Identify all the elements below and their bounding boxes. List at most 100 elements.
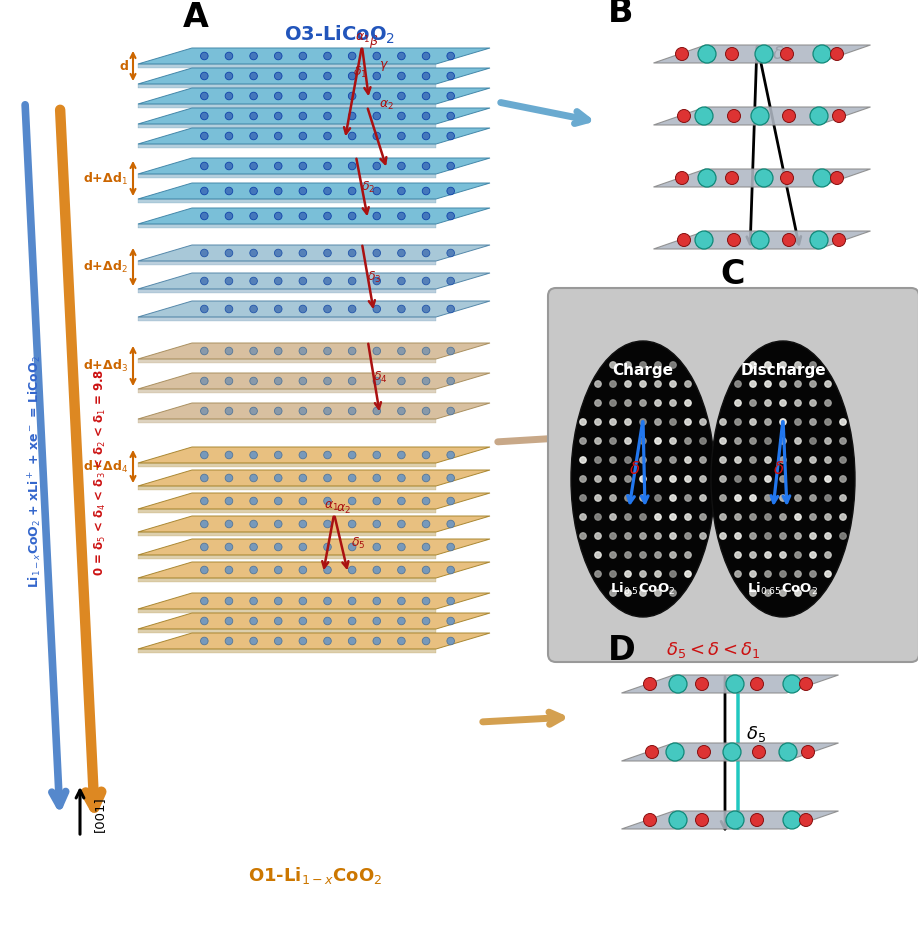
Circle shape [795,400,801,406]
Polygon shape [654,107,870,125]
Text: $\beta$: $\beta$ [369,33,378,49]
Circle shape [655,381,661,387]
Circle shape [750,570,756,577]
Circle shape [640,381,646,387]
Circle shape [685,438,691,445]
Polygon shape [138,124,436,128]
Polygon shape [138,84,436,88]
Circle shape [595,381,601,387]
Circle shape [348,112,356,120]
Circle shape [299,52,307,60]
Polygon shape [138,128,490,144]
Polygon shape [138,493,490,509]
Circle shape [348,637,356,645]
Polygon shape [138,609,436,613]
Circle shape [824,457,831,463]
Circle shape [250,72,257,80]
Circle shape [625,476,632,482]
Circle shape [765,552,771,558]
Circle shape [274,72,282,80]
Circle shape [373,474,381,482]
Text: $\gamma$: $\gamma$ [379,59,389,73]
Circle shape [610,514,616,520]
Polygon shape [138,144,436,148]
Circle shape [397,637,405,645]
Polygon shape [138,419,436,423]
Circle shape [299,92,307,100]
Circle shape [810,552,816,558]
Ellipse shape [711,341,855,617]
Circle shape [225,377,233,385]
Circle shape [373,617,381,624]
Circle shape [348,92,356,100]
Circle shape [640,533,646,540]
Circle shape [373,92,381,100]
Circle shape [833,109,845,122]
Circle shape [348,249,356,257]
Circle shape [447,112,454,120]
Circle shape [422,543,430,551]
Circle shape [795,438,801,445]
Circle shape [250,543,257,551]
Polygon shape [138,183,490,199]
Circle shape [765,438,771,445]
Circle shape [696,814,709,827]
Circle shape [720,495,726,501]
Circle shape [225,92,233,100]
Circle shape [225,407,233,415]
Circle shape [225,249,233,257]
Circle shape [373,162,381,170]
Circle shape [348,305,356,313]
Circle shape [734,457,741,463]
Circle shape [734,381,741,387]
Circle shape [813,169,831,187]
Text: $\alpha_2$: $\alpha_2$ [336,503,351,516]
Circle shape [610,457,616,463]
Polygon shape [654,169,870,187]
Polygon shape [138,532,436,536]
Circle shape [765,590,771,596]
Circle shape [750,457,756,463]
Circle shape [348,617,356,624]
Circle shape [422,212,430,220]
Circle shape [348,543,356,551]
Circle shape [324,72,331,80]
Text: 0 = δ$_5$ < δ$_4$ < δ$_3$ < δ$_2$ < δ$_1$ = 9.8: 0 = δ$_5$ < δ$_4$ < δ$_3$ < δ$_2$ < δ$_1… [93,368,107,576]
Circle shape [447,543,454,551]
Circle shape [779,438,786,445]
Circle shape [348,497,356,505]
Polygon shape [138,629,436,633]
Circle shape [685,476,691,482]
Circle shape [397,520,405,528]
Circle shape [580,476,587,482]
Polygon shape [138,463,436,467]
Circle shape [348,520,356,528]
Circle shape [447,567,454,574]
Circle shape [348,348,356,355]
Circle shape [734,552,741,558]
Circle shape [779,400,786,406]
Circle shape [225,52,233,60]
Circle shape [734,495,741,501]
Circle shape [422,497,430,505]
Circle shape [299,543,307,551]
Circle shape [625,495,632,501]
Circle shape [595,552,601,558]
Circle shape [695,231,713,249]
Circle shape [250,249,257,257]
Circle shape [840,514,846,520]
Circle shape [397,92,405,100]
Circle shape [669,675,687,693]
Circle shape [225,132,233,140]
Circle shape [824,438,831,445]
Circle shape [348,52,356,60]
Circle shape [779,570,786,577]
Circle shape [200,249,208,257]
Polygon shape [138,199,436,203]
Circle shape [655,533,661,540]
Circle shape [753,746,766,759]
Circle shape [274,637,282,645]
Circle shape [824,552,831,558]
Circle shape [324,187,331,195]
Circle shape [250,637,257,645]
